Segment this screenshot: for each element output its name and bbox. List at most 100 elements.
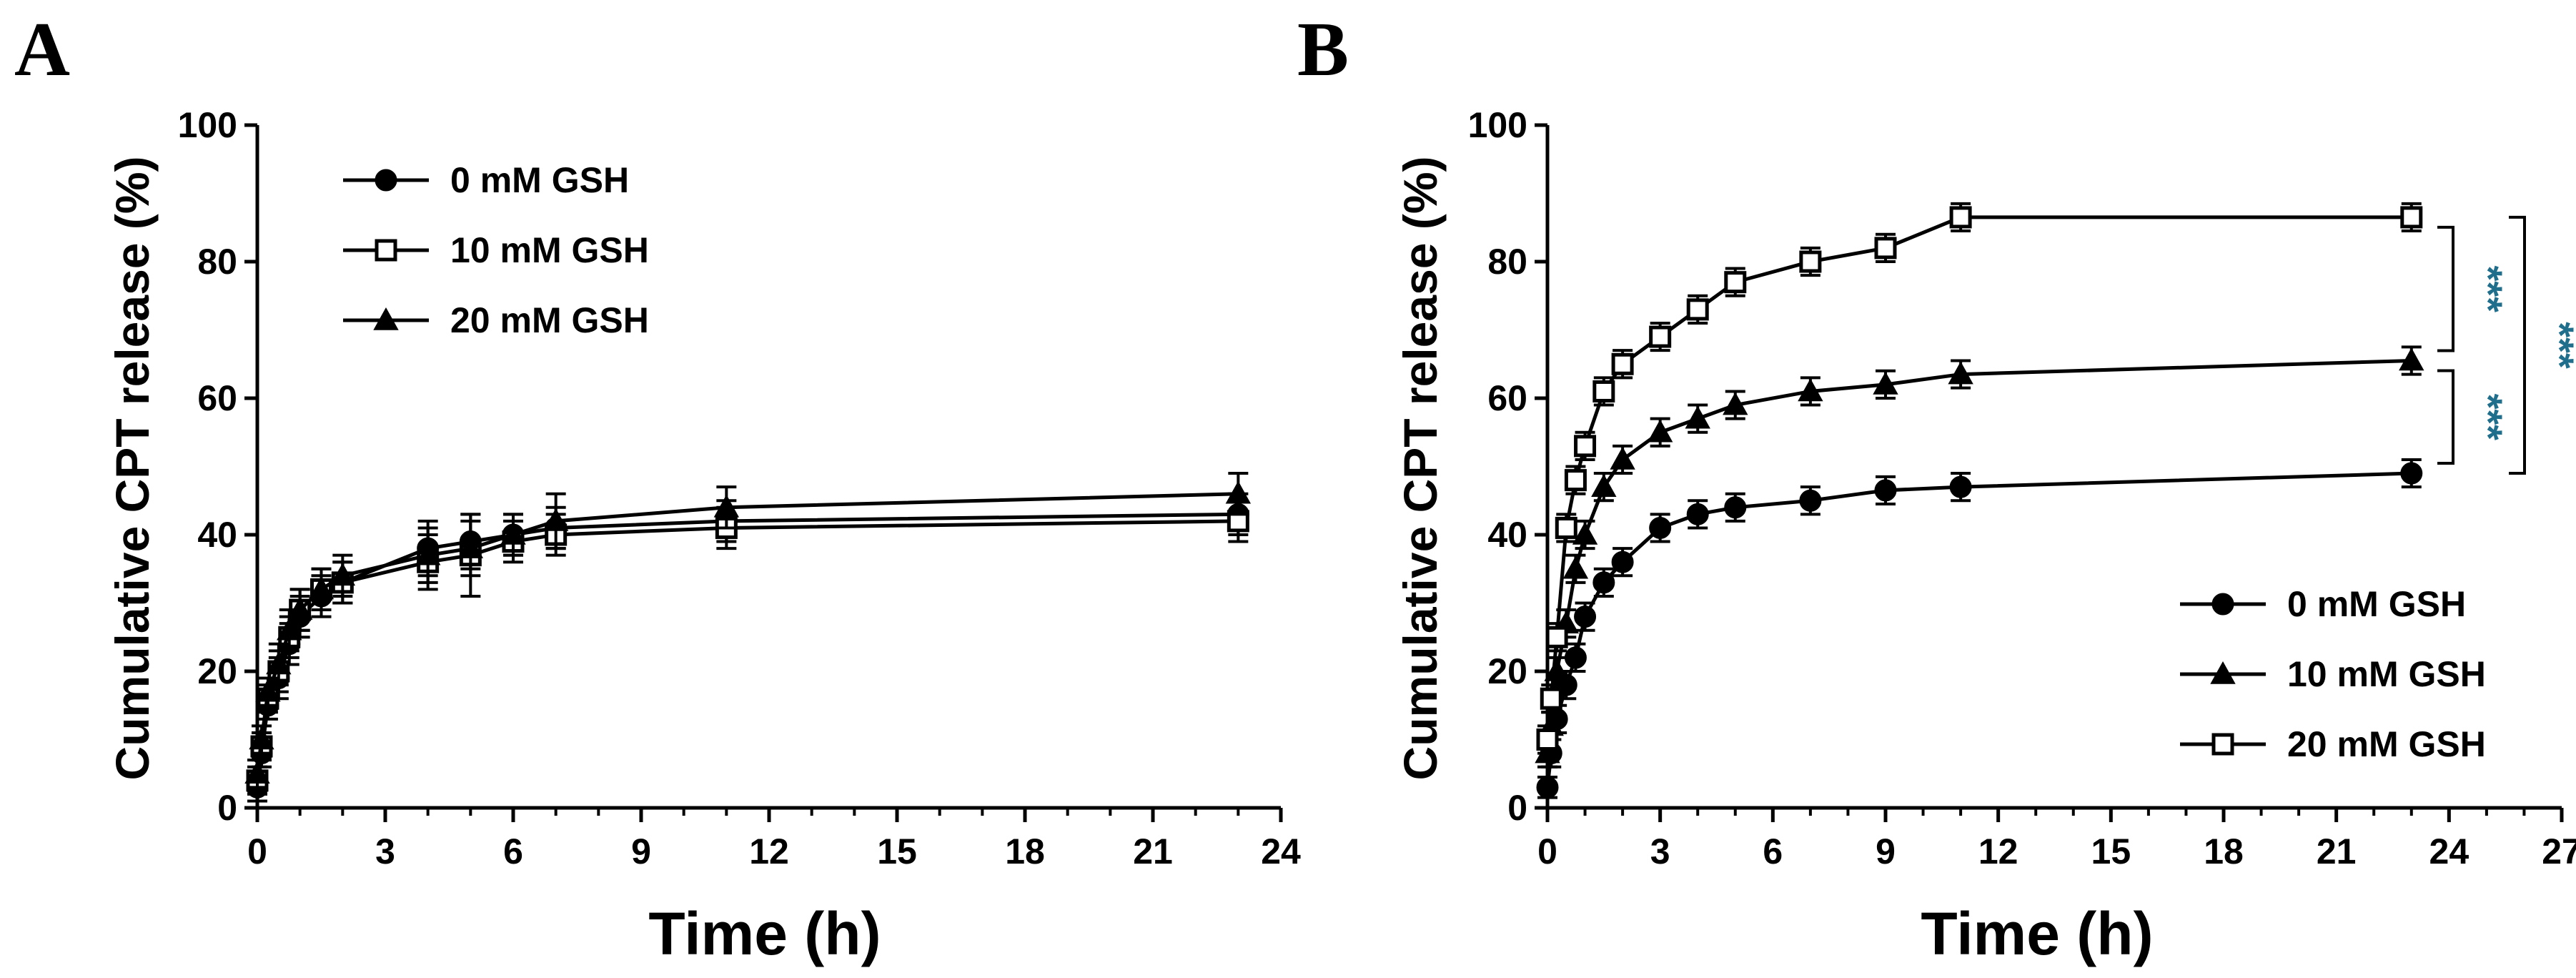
panel-b-data-point [1799,489,1822,512]
panel-a-y-tick-label: 0 [217,788,237,828]
panel-b-significance-label: *** [2537,322,2576,369]
panel-b-data-point [2400,206,2423,229]
panel-b-y-tick-label: 0 [1507,788,1527,828]
panel-a-x-tick-label: 9 [631,831,651,871]
panel-b-x-tick-label: 9 [1876,831,1896,871]
panel-b-significance-bracket [2509,215,2526,475]
panel-a-series-1 [246,499,1249,796]
panel-b-data-point [2399,347,2424,371]
panel-b-x-axis-title: Time (h) [1921,900,2153,967]
panel-b-data-point [1564,469,1587,492]
panel-b-legend-label: 0 mM GSH [2287,584,2466,624]
panel-b-data-point [1564,646,1587,669]
panel-a-data-point [308,576,335,600]
panel-a-letter: A [14,7,70,92]
panel-b-data-point [1649,325,1672,348]
panel-b-series-line [1545,471,2412,788]
panel-a-y-axis-title: Cumulative CPT release (%) [106,157,159,781]
panel-b-data-point [1545,626,1568,648]
panel-b-y-axis-title: Cumulative CPT release (%) [1394,157,1447,781]
panel-b-data-point [1685,405,1710,429]
panel-b-data-point [1874,237,1897,260]
panel-a-x-tick-label: 12 [749,831,789,871]
panel-b-data-point [1724,271,1747,294]
panel-a-x-tick-label: 3 [375,831,395,871]
panel-b-plot: 0 20 40 60 80 100 0 3 6 9 12 15 18 21 24 27 [1468,105,2576,871]
panel-b-data-point [1649,516,1672,539]
panel-a-y-tick-label: 20 [197,651,237,691]
panel-a-data-point [287,596,313,620]
panel-b-data-point [1592,380,1615,402]
panel-b-data-point [1555,516,1577,539]
panel-a-x-tick-label: 15 [877,831,917,871]
panel-a-data-point [266,651,292,675]
panel-b: B 0 20 40 60 80 100 0 3 6 9 12 15 18 21 24 27 Cumulativ… [1297,7,2576,967]
panel-a-legend: 0 mM GSH 10 mM GSH 20 mM GSH [343,160,649,340]
panel-a-x-tick-label: 24 [1261,831,1301,871]
panel-a-y-tick-label: 60 [197,378,237,418]
panel-a: A 0 20 40 60 80 100 0 3 6 9 12 15 18 21 24 Cumulative … [14,7,1301,967]
panel-b-data-point [1724,496,1747,519]
panel-a-x-tick-label: 0 [247,831,267,871]
panel-b-data-point [1574,606,1597,628]
panel-a-legend-label: 10 mM GSH [450,230,649,270]
panel-a-series-line [255,492,1239,774]
panel-a-x-tick-label: 21 [1133,831,1173,871]
panel-b-data-point [1544,658,1570,681]
panel-b-x-tick-label: 12 [1978,831,2018,871]
panel-b-x-tick-label: 18 [2204,831,2244,871]
panel-a-series-2 [244,472,1252,789]
panel-a-x-tick-label: 6 [503,831,523,871]
panel-b-data-point [1873,371,1898,395]
panel-b-data-point [2400,462,2423,485]
panel-b-series-2 [1536,202,2423,755]
panel-b-data-point [1540,687,1562,710]
panel-a-legend-label: 20 mM GSH [450,300,649,340]
panel-a-y-tick-label: 100 [178,105,237,145]
panel-b-data-point [1723,392,1748,415]
panel-b-x-tick-label: 24 [2429,831,2470,871]
panel-b-x-tick-label: 27 [2542,831,2576,871]
panel-b-series-1 [1535,345,2424,769]
panel-a-data-point [249,726,274,750]
panel-b-data-point [1562,555,1589,579]
panel-b-data-point [1536,728,1559,751]
panel-b-y-tick-label: 100 [1468,105,1527,145]
panel-a-data-point [255,678,281,702]
panel-b-significance-label: *** [2466,394,2511,441]
panel-a-plot: 0 20 40 60 80 100 0 3 6 9 12 15 18 21 24 [178,105,1301,871]
panel-a-x-tick-label: 18 [1005,831,1045,871]
panel-a-data-point [1225,480,1252,504]
panel-b-data-point [1610,446,1635,470]
panel-b-y-tick-label: 80 [1487,242,1527,282]
panel-b-data-point [1574,435,1597,458]
panel-a-x-axis-title: Time (h) [648,900,881,967]
panel-a-data-point [713,494,740,518]
panel-b-legend-label: 10 mM GSH [2287,654,2486,694]
panel-b-data-point [1686,503,1709,525]
panel-a-legend-label: 0 mM GSH [450,160,629,200]
panel-b-significance: *** *** *** [2437,215,2576,475]
panel-b-x-tick-label: 15 [2091,831,2131,871]
panel-b-y-tick-label: 60 [1487,378,1527,418]
panel-b-data-point [1536,776,1559,799]
panel-a-data-point [244,761,270,784]
panel-a-legend-marker [375,239,397,262]
panel-a-data-point [330,563,356,586]
panel-b-x-tick-label: 21 [2317,831,2357,871]
panel-b-data-point [1799,250,1822,273]
panel-b-data-point [1686,298,1709,321]
panel-b-legend: 0 mM GSH 10 mM GSH 20 mM GSH [2180,584,2486,764]
panel-a-y-tick-label: 80 [197,242,237,282]
panel-a-legend-marker [375,169,397,192]
panel-a-data-point [415,542,441,565]
panel-b-significance-bracket [2437,369,2454,465]
panel-b-x-tick-label: 0 [1537,831,1557,871]
panel-b-data-point [1591,474,1617,497]
panel-b-data-point [1798,378,1823,402]
panel-b-data-point [1611,550,1634,573]
panel-b-data-point [1948,361,1973,385]
panel-b-legend-marker [2210,661,2236,684]
panel-b-significance-label: *** [2466,266,2511,313]
panel-b-significance-bracket [2437,225,2454,352]
